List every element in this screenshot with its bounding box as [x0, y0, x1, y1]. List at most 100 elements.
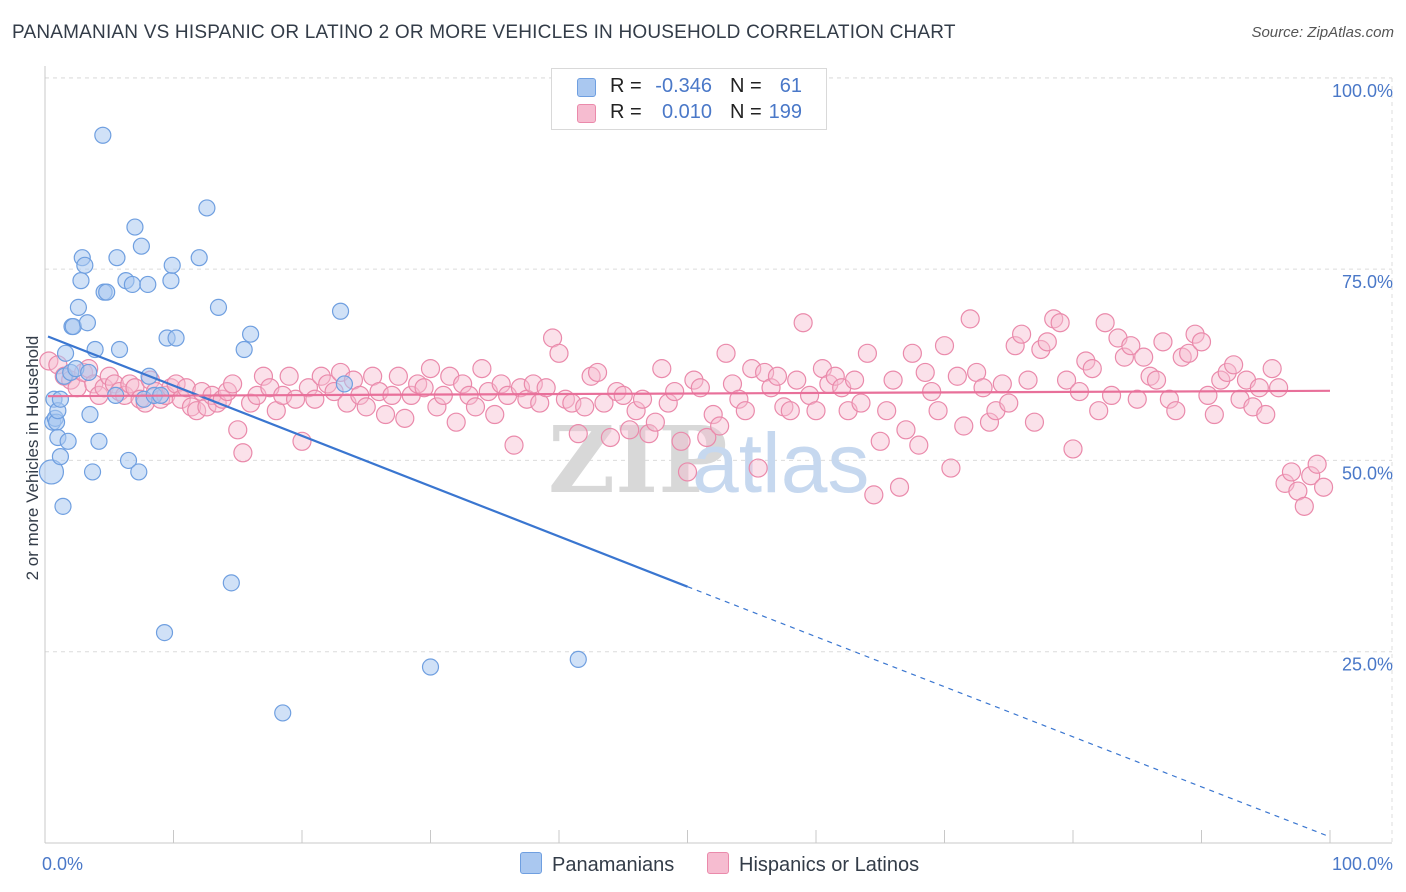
panamanian-point: [569, 650, 587, 668]
panamanian-point: [51, 390, 70, 408]
hispanic-trend-line: [47, 389, 1331, 398]
panamanian-point: [209, 298, 228, 317]
hispanic-point: [780, 401, 800, 421]
hispanic-point: [671, 431, 691, 451]
legend-r-value: -0.346: [655, 75, 712, 97]
hispanic-point: [992, 374, 1012, 394]
hispanic-point: [889, 477, 910, 497]
hispanic-point: [748, 458, 768, 478]
hispanic-point: [181, 397, 202, 417]
hispanic-point: [645, 412, 665, 432]
watermark-zip: ZIP: [548, 406, 727, 514]
hispanic-point: [844, 370, 865, 390]
hispanic-point: [690, 378, 710, 398]
hispanic-point: [620, 420, 640, 440]
hispanic-point: [877, 401, 897, 421]
hispanic-point: [1153, 332, 1173, 352]
panamanian-point: [235, 340, 253, 359]
hispanic-point: [1217, 362, 1237, 383]
hispanic-point: [677, 462, 698, 482]
hispanic-point: [253, 366, 274, 386]
hispanic-point: [787, 370, 807, 390]
legend-r-label: R =: [610, 101, 642, 123]
hispanic-point: [228, 420, 248, 440]
hispanic-point: [187, 401, 207, 421]
panamanian-point: [119, 451, 138, 470]
hispanic-point: [1224, 355, 1244, 375]
hispanic-point: [934, 336, 955, 356]
hispanic-point: [549, 343, 569, 363]
hispanic-point: [902, 343, 922, 363]
hispanic-point: [1134, 347, 1154, 367]
y-tick-label: 25.0%: [1342, 655, 1393, 675]
correlation-legend: R = -0.346 N = 61 R = 0.010 N = 199: [551, 68, 827, 130]
hispanic-point: [806, 401, 826, 421]
hispanic-point: [954, 416, 974, 436]
hispanic-point: [279, 366, 299, 386]
panamanian-trend-line: [47, 335, 688, 588]
hispanic-points: [39, 309, 1334, 516]
hispanic-point: [446, 412, 466, 432]
hispanic-point: [1301, 466, 1321, 486]
hispanic-point: [1037, 332, 1057, 352]
hispanic-point: [491, 374, 511, 394]
hispanic-point: [864, 485, 884, 505]
hispanic-point: [613, 385, 633, 405]
panamanian-point: [64, 317, 82, 336]
panamanian-point: [38, 459, 65, 485]
hispanic-point: [851, 393, 871, 413]
panamanian-point: [274, 704, 292, 722]
hispanic-point: [305, 389, 325, 409]
hispanic-point: [600, 427, 621, 448]
hispanic-point: [414, 378, 434, 398]
panamanian-point: [331, 302, 350, 320]
hispanic-point: [825, 366, 845, 386]
hispanic-point: [960, 309, 980, 329]
hispanic-point: [1294, 496, 1314, 516]
hispanic-point: [1256, 404, 1276, 425]
chart-title: PANAMANIAN VS HISPANIC OR LATINO 2 OR MO…: [12, 22, 956, 43]
hispanic-point: [1281, 462, 1302, 482]
hispanic-point: [1211, 370, 1231, 390]
panamanian-point: [190, 249, 208, 267]
hispanic-point: [1089, 401, 1109, 421]
blue-swatch: [577, 78, 596, 97]
panamanian-point: [110, 340, 129, 359]
hispanic-point: [1249, 378, 1269, 398]
hispanic-point: [1179, 343, 1199, 363]
x-tick-label-min: 0.0%: [42, 854, 83, 874]
hispanic-point: [311, 366, 331, 386]
panamanian-point: [51, 448, 70, 466]
hispanic-point: [523, 374, 543, 394]
hispanic-point: [1005, 336, 1025, 356]
panamanian-point: [162, 272, 180, 290]
hispanic-point: [1024, 412, 1045, 432]
pink-swatch: [707, 852, 729, 874]
panamanian-trend-extension: [687, 586, 1331, 838]
hispanic-point: [697, 427, 717, 448]
hispanic-point: [896, 420, 916, 440]
y-tick-label: 100.0%: [1332, 81, 1393, 101]
hispanic-point: [1121, 336, 1141, 356]
panamanian-point: [76, 256, 94, 274]
hispanic-point: [223, 374, 243, 394]
panamanian-point: [94, 126, 112, 144]
hispanic-point: [703, 404, 723, 425]
panamanian-point: [139, 275, 157, 294]
hispanic-point: [388, 366, 408, 386]
hispanic-point: [1127, 389, 1147, 409]
panamanian-point: [69, 298, 88, 317]
hispanic-point: [973, 378, 993, 398]
axes: [44, 66, 1392, 844]
legend-n-value: 199: [768, 101, 802, 123]
hispanic-point: [941, 458, 961, 478]
hispanic-point: [639, 424, 659, 444]
hispanic-point: [928, 401, 948, 421]
hispanic-point: [120, 374, 140, 394]
hispanic-point: [485, 404, 505, 425]
hispanic-point: [1101, 385, 1122, 405]
panamanian-point: [81, 405, 99, 424]
hispanic-point: [587, 362, 608, 383]
y-axis-label: 2 or more Vehicles in Household: [23, 336, 42, 581]
